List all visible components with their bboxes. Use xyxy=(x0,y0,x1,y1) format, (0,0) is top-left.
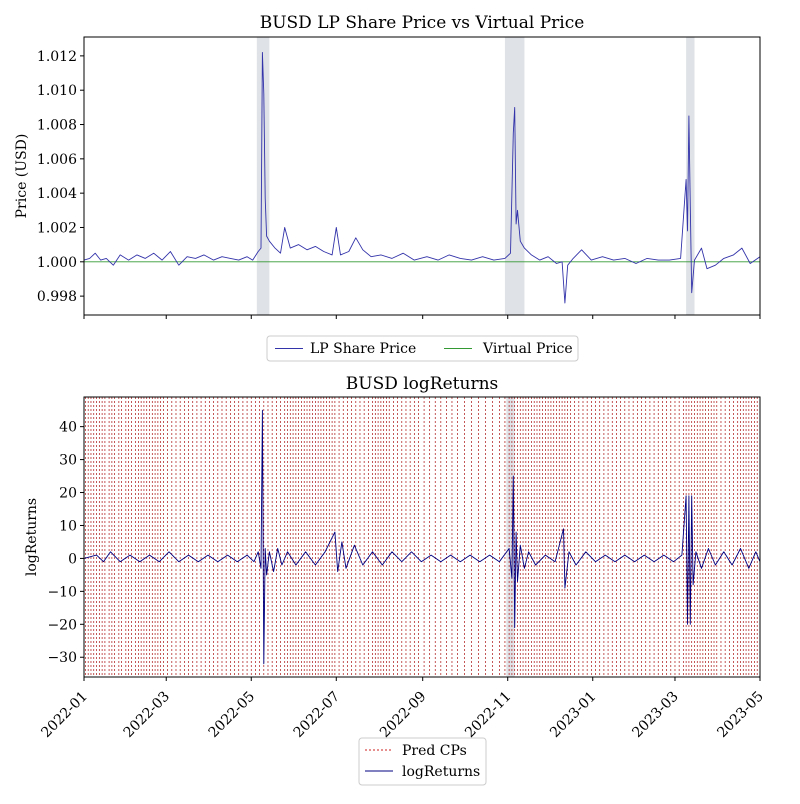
price-chart-x-ticks xyxy=(83,315,761,319)
price-y-tick-label: 1.008 xyxy=(37,118,77,134)
price-legend-virtual-label: Virtual Price xyxy=(482,341,573,357)
price-shaded-region xyxy=(504,37,525,315)
logreturns-x-tick-label: 2023-01 xyxy=(547,689,599,741)
logreturns-chart-title: BUSD logReturns xyxy=(346,374,499,394)
legend-pred-cps-label: Pred CPs xyxy=(402,743,467,759)
logreturns-y-tick-label: −20 xyxy=(47,617,77,633)
price-shaded-region xyxy=(256,37,270,315)
price-y-tick-label: 1.002 xyxy=(37,220,77,236)
price-y-tick-label: 1.012 xyxy=(37,49,77,65)
logreturns-y-tick-label: 20 xyxy=(59,486,77,502)
logreturns-pred-cps xyxy=(85,397,758,677)
logreturns-y-tick-label: 10 xyxy=(59,518,77,534)
price-legend-box xyxy=(266,335,579,362)
price-y-tick-label: 1.000 xyxy=(37,255,77,271)
logreturns-chart: BUSD logReturns −30 −20 −10 0 10 20 30 40 2022-… xyxy=(24,374,767,741)
logreturns-legend: Pred CPs logReturns xyxy=(358,737,487,786)
price-chart-series xyxy=(83,51,761,304)
price-chart: BUSD LP Share Price vs Virtual Price 0.9… xyxy=(14,13,761,319)
price-y-tick-label: 1.010 xyxy=(37,83,77,99)
logreturns-x-tick-label: 2022-11 xyxy=(462,689,514,741)
logreturns-x-tick-label: 2023-03 xyxy=(629,689,681,741)
logreturns-y-tick-label: 0 xyxy=(68,551,77,567)
price-y-tick-label: 1.004 xyxy=(37,186,77,202)
price-y-tick-label: 0.998 xyxy=(37,289,77,305)
logreturns-x-tick-label: 2022-09 xyxy=(377,689,429,741)
price-chart-title: BUSD LP Share Price vs Virtual Price xyxy=(260,13,585,33)
logreturns-chart-y-label: logReturns xyxy=(24,498,40,576)
price-chart-y-label: Price (USD) xyxy=(14,134,30,219)
logreturns-shaded-region xyxy=(506,397,515,677)
logreturns-x-tick-label: 2022-05 xyxy=(206,689,258,741)
logreturns-shaded-regions xyxy=(506,397,515,677)
price-chart-y-ticks: 0.998 1.000 1.002 1.004 1.006 1.008 1.010 1.012 xyxy=(37,49,84,305)
logreturns-x-ticks: 2022-01 2022-03 2022-05 2022-07 2022-09 2022-… xyxy=(38,677,767,741)
logreturns-y-ticks: −30 −20 −10 0 10 20 30 40 xyxy=(47,420,84,666)
logreturns-x-tick-label: 2022-07 xyxy=(291,689,343,741)
price-legend-lp-label: LP Share Price xyxy=(310,341,416,357)
logreturns-y-tick-label: −30 xyxy=(47,650,77,666)
logreturns-y-tick-label: −10 xyxy=(47,584,77,600)
logreturns-x-tick-label: 2022-01 xyxy=(38,689,90,741)
price-chart-legend: LP Share Price Virtual Price xyxy=(266,335,579,362)
price-y-tick-label: 1.006 xyxy=(37,152,77,168)
logreturns-series xyxy=(83,409,761,665)
price-shaded-region xyxy=(686,37,695,315)
price-chart-frame xyxy=(83,36,761,316)
logreturns-chart-frame xyxy=(83,396,761,678)
logreturns-line xyxy=(83,409,761,665)
logreturns-x-tick-label: 2022-03 xyxy=(121,689,173,741)
lp-share-price-line xyxy=(83,51,761,304)
logreturns-y-tick-label: 30 xyxy=(59,453,77,469)
legend-logreturns-label: logReturns xyxy=(402,764,480,780)
price-chart-shaded-regions xyxy=(256,37,695,315)
logreturns-x-tick-label: 2023-05 xyxy=(714,689,766,741)
logreturns-y-tick-label: 40 xyxy=(59,420,77,436)
